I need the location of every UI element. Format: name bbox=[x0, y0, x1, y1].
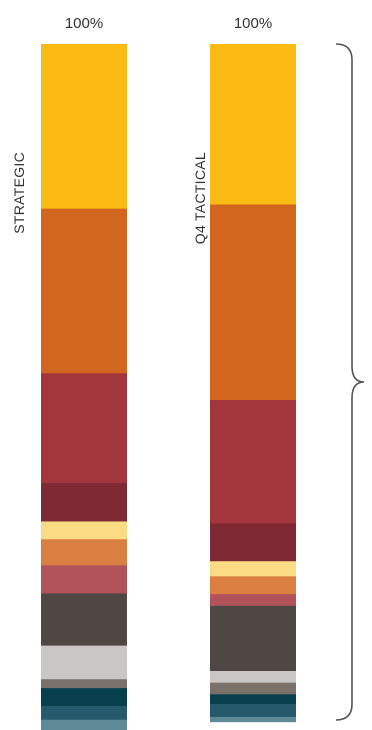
strategic-segment-3 bbox=[41, 373, 127, 484]
q4-tactical-total-label: 100% bbox=[234, 15, 272, 32]
bar-segments bbox=[41, 44, 296, 730]
q4-tactical-segment-10 bbox=[210, 682, 296, 695]
q4-tactical-segment-7 bbox=[210, 594, 296, 607]
q4-tactical-segment-8 bbox=[210, 605, 296, 672]
q4-tactical-segment-3 bbox=[210, 400, 296, 524]
strategic-segment-1 bbox=[41, 44, 127, 210]
q4-tactical-segment-12 bbox=[210, 703, 296, 718]
q4-tactical-segment-11 bbox=[210, 694, 296, 705]
q4-tactical-segment-1 bbox=[210, 44, 296, 205]
q4-tactical-segment-13 bbox=[210, 716, 296, 723]
strategic-segment-11 bbox=[41, 688, 127, 707]
right-brace bbox=[335, 43, 365, 721]
strategic-bar-label: STRATEGIC bbox=[11, 152, 27, 234]
strategic-segment-10 bbox=[41, 679, 127, 689]
strategic-segment-6 bbox=[41, 539, 127, 566]
strategic-segment-5 bbox=[41, 521, 127, 540]
strategic-segment-8 bbox=[41, 593, 127, 647]
q4-tactical-segment-4 bbox=[210, 523, 296, 562]
strategic-segment-4 bbox=[41, 483, 127, 522]
strategic-segment-13 bbox=[41, 719, 127, 730]
q4-tactical-bar-label: Q4 TACTICAL bbox=[192, 152, 208, 244]
strategic-segment-2 bbox=[41, 208, 127, 374]
strategic-segment-12 bbox=[41, 705, 127, 721]
q4-tactical-segment-2 bbox=[210, 204, 296, 401]
q4-tactical-segment-9 bbox=[210, 671, 296, 684]
strategic-segment-9 bbox=[41, 645, 127, 680]
strategic-total-label: 100% bbox=[65, 15, 103, 32]
strategic-segment-7 bbox=[41, 565, 127, 594]
q4-tactical-segment-6 bbox=[210, 576, 296, 595]
q4-tactical-segment-5 bbox=[210, 561, 296, 577]
